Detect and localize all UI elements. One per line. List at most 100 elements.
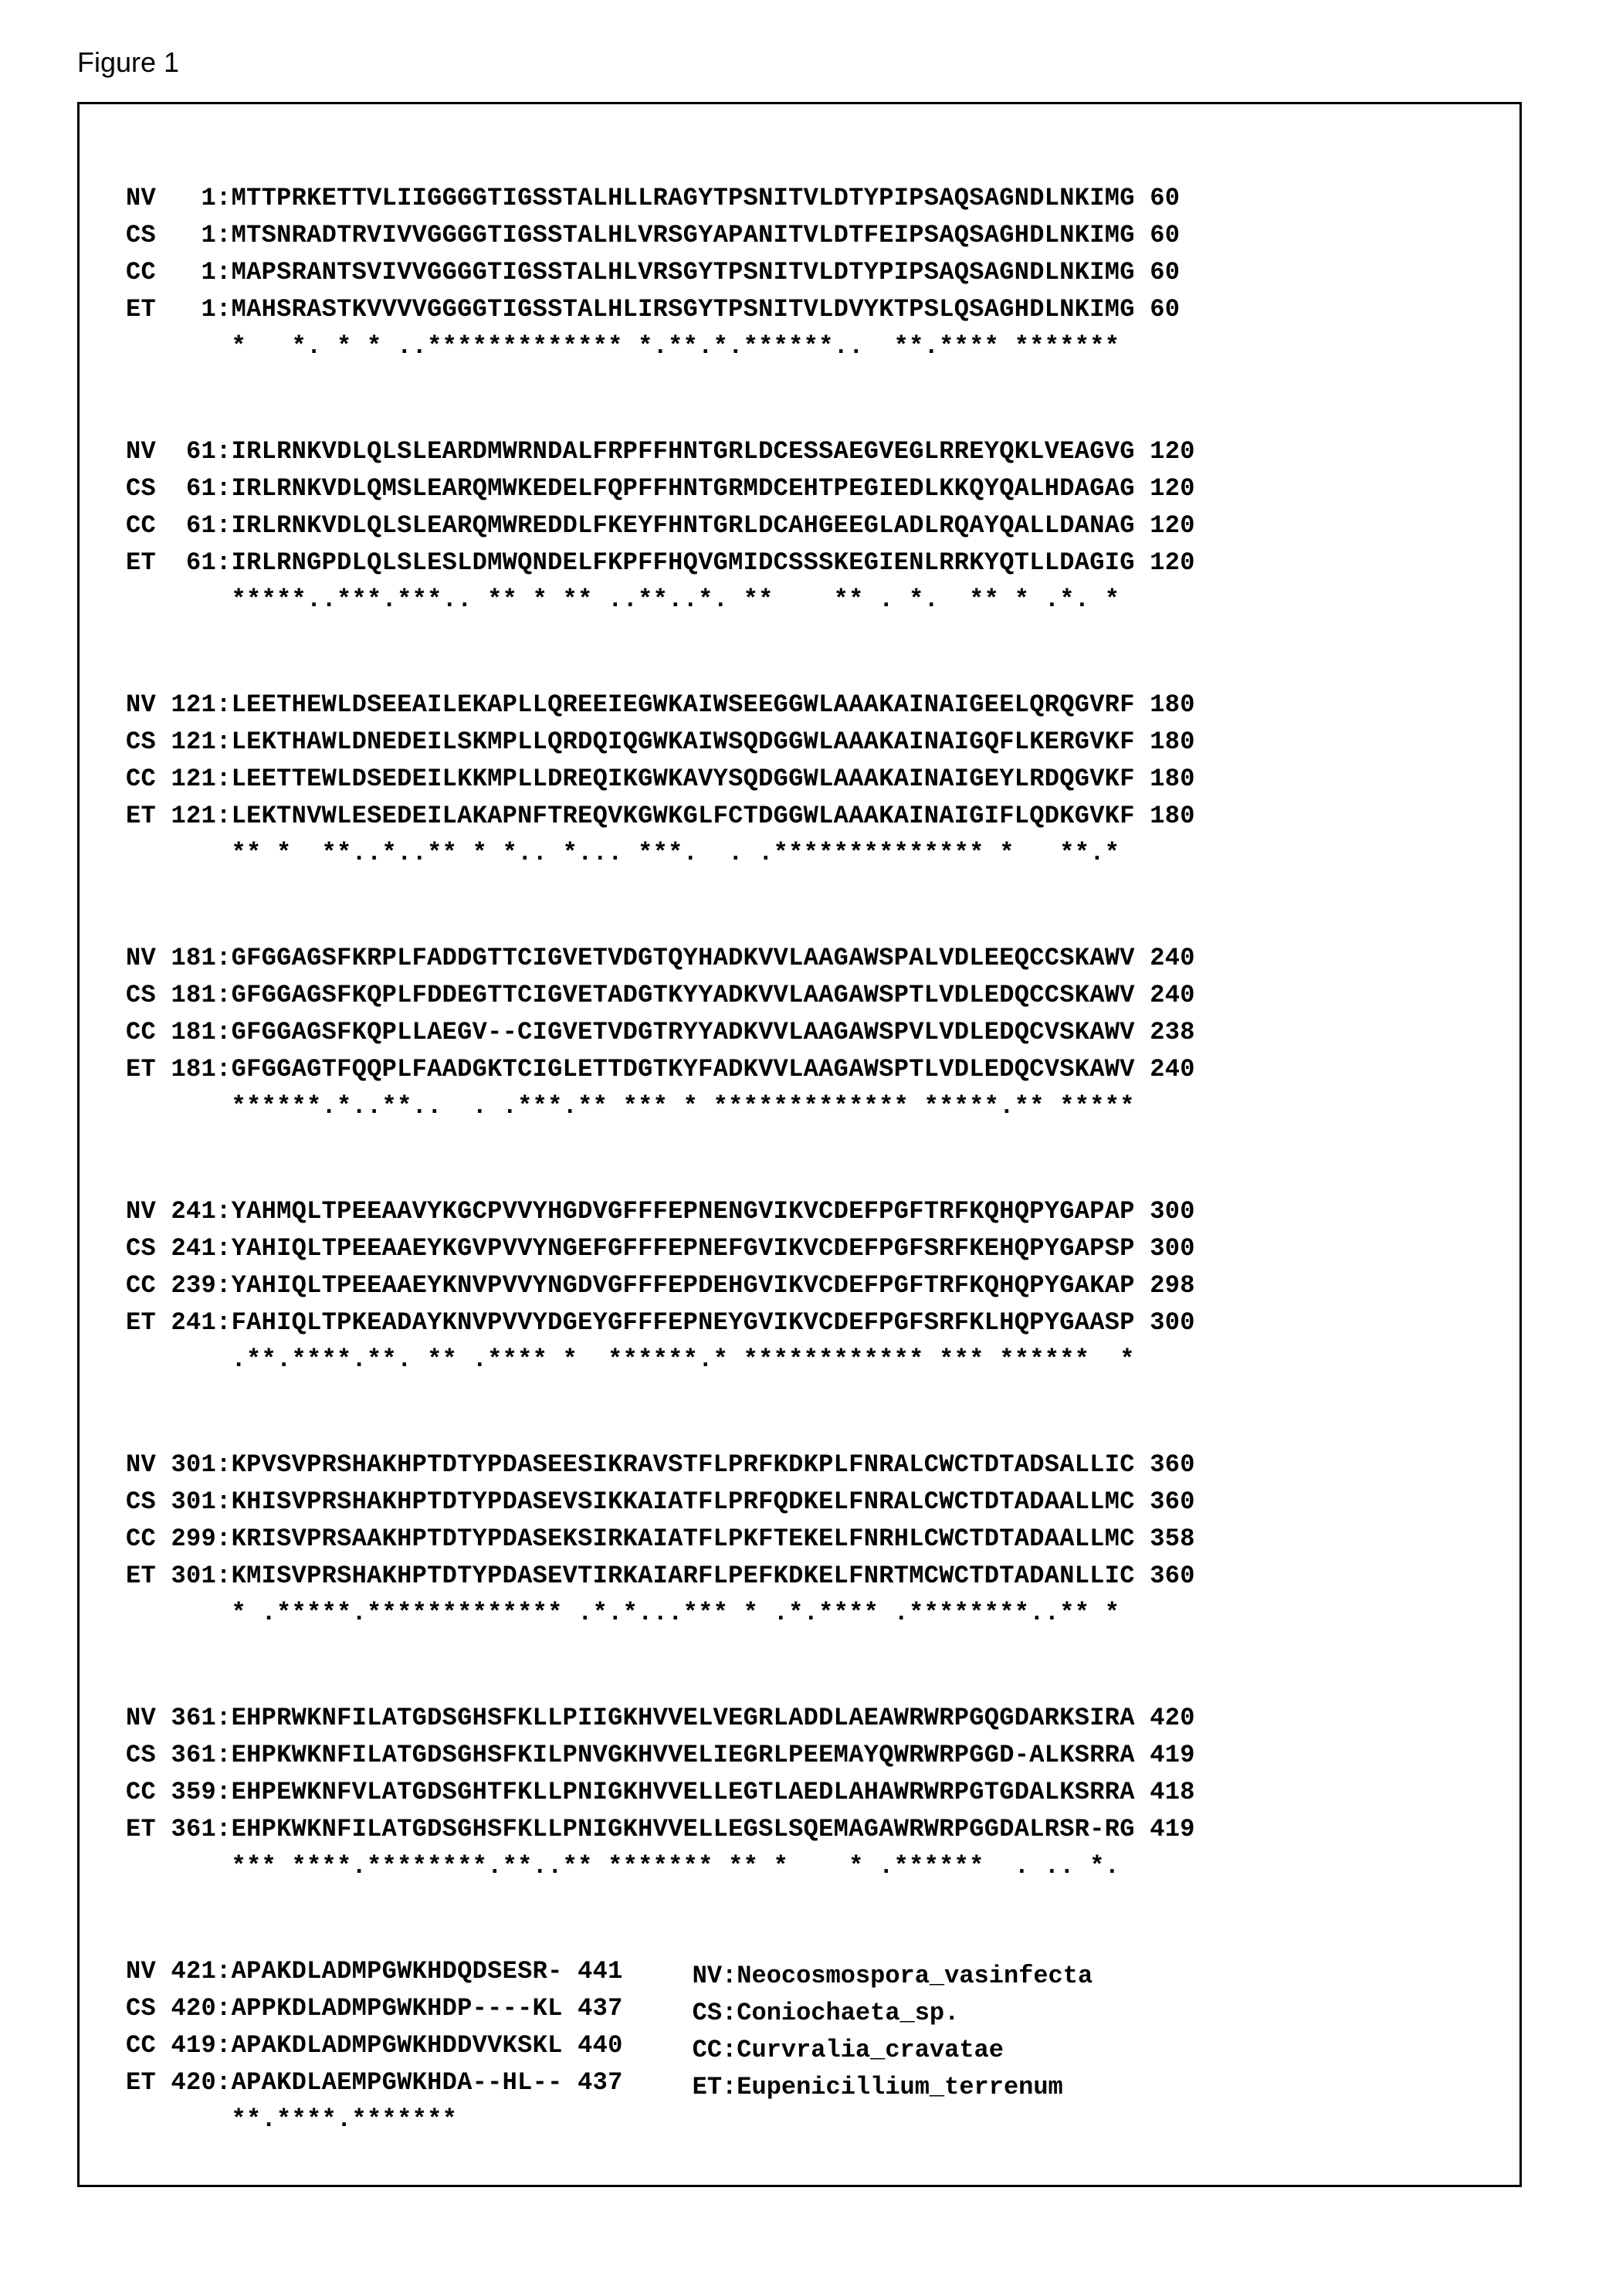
seq-id: CC <box>126 2031 156 2060</box>
legend-row: CC:Curvralia_cravatae <box>693 2036 1004 2064</box>
seq-id: ET <box>126 548 156 577</box>
seq-id: NV <box>126 437 156 466</box>
legend-value: Coniochaeta_sp. <box>737 1999 959 2027</box>
seq-row: NV 121:LEETHEWLDSEEAILEKAPLLQREEIEGWKAIW… <box>126 690 1195 719</box>
seq-id: ET <box>126 1055 156 1084</box>
seq-end: 441 <box>578 1957 623 1986</box>
seq-id: CS <box>126 474 156 503</box>
alignment-block-5: NV 241:YAHMQLTPEEAAVYKGCPVVYHGDVGFFFEPNE… <box>126 1156 1473 1379</box>
consensus: ******.*..**.. . .***.** *** * *********… <box>232 1092 1135 1121</box>
seq-start: 181 <box>171 1055 217 1084</box>
seq: APAKDLADMPGWKHDDVVKSKL <box>232 2031 563 2060</box>
seq-end: 440 <box>578 2031 623 2060</box>
seq-id: NV <box>126 1957 156 1986</box>
seq-id: CC <box>126 1018 156 1046</box>
seq-end: 240 <box>1150 981 1195 1009</box>
seq-start: 241 <box>171 1234 217 1263</box>
seq-row: CS 420:APPKDLADMPGWKHDP----KL 437 <box>126 1994 623 2023</box>
last-block-wrap: NV 421:APAKDLADMPGWKHDQDSESR- 441 CS 420… <box>126 1916 1473 2138</box>
seq-row: ET 121:LEKTNVWLESEDEILAKAPNFTREQVKGWKGLF… <box>126 802 1195 830</box>
page: Figure 1 NV 1:MTTPRKETTVLIIGGGGTIGSSTALH… <box>0 0 1599 2233</box>
seq-row: CS 181:GFGGAGSFKQPLFDDEGTTCIGVETADGTKYYA… <box>126 981 1195 1009</box>
seq-id: CS <box>126 1487 156 1516</box>
seq-row: CS 301:KHISVPRSHAKHPTDTYPDASEVSIKKAIATFL… <box>126 1487 1195 1516</box>
seq: LEETTEWLDSEDEILKKMPLLDREQIKGWKAVYSQDGGWL… <box>232 765 1135 793</box>
seq-start: 361 <box>171 1815 217 1843</box>
consensus-row: *** ****.********.**..** ******* ** * * … <box>126 1852 1120 1881</box>
seq-id: CC <box>126 258 156 287</box>
consensus-row: .**.****.**. ** .**** * ******.* *******… <box>126 1345 1135 1374</box>
seq-start: 420 <box>171 1994 217 2023</box>
legend-row: ET:Eupenicillium_terrenum <box>693 2073 1063 2101</box>
seq-start: 361 <box>171 1741 217 1769</box>
seq-row: CC 419:APAKDLADMPGWKHDDVVKSKL 440 <box>126 2031 623 2060</box>
seq-row: CC 239:YAHIQLTPEEAAEYKNVPVVYNGDVGFFFEPDE… <box>126 1271 1195 1300</box>
seq-start: 421 <box>171 1957 217 1986</box>
seq: IRLRNKVDLQLSLEARQMWREDDLFKEYFHNTGRLDCAHG… <box>232 511 1135 540</box>
seq-start: 241 <box>171 1308 217 1337</box>
seq: LEKTHAWLDNEDEILSKMPLLQRDQIQGWKAIWSQDGGWL… <box>232 727 1135 756</box>
seq-row: CC 61:IRLRNKVDLQLSLEARQMWREDDLFKEYFHNTGR… <box>126 511 1195 540</box>
seq-end: 360 <box>1150 1562 1195 1590</box>
seq-start: 1 <box>202 258 217 287</box>
seq-start: 301 <box>171 1450 217 1479</box>
seq-row: NV 421:APAKDLADMPGWKHDQDSESR- 441 <box>126 1957 623 1986</box>
seq-id: ET <box>126 1308 156 1337</box>
consensus: *** ****.********.**..** ******* ** * * … <box>232 1852 1120 1881</box>
seq-end: 120 <box>1150 511 1195 540</box>
seq-id: NV <box>126 944 156 972</box>
seq-row: ET 61:IRLRNGPDLQLSLESLDMWQNDELFKPFFHQVGM… <box>126 548 1195 577</box>
seq-id: NV <box>126 1450 156 1479</box>
alignment-block-2: NV 61:IRLRNKVDLQLSLEARDMWRNDALFRPFFHNTGR… <box>126 396 1473 619</box>
seq-end: 418 <box>1150 1778 1195 1806</box>
seq-end: 238 <box>1150 1018 1195 1046</box>
seq-end: 240 <box>1150 1055 1195 1084</box>
seq-row: ET 181:GFGGAGTFQQPLFAADGKTCIGLETTDGTKYFA… <box>126 1055 1195 1084</box>
seq: IRLRNKVDLQLSLEARDMWRNDALFRPFFHNTGRLDCESS… <box>232 437 1135 466</box>
seq-end: 180 <box>1150 802 1195 830</box>
seq: EHPKWKNFILATGDSGHSFKILPNVGKHVVELIEGRLPEE… <box>232 1741 1135 1769</box>
seq-row: NV 301:KPVSVPRSHAKHPTDTYPDASEESIKRAVSTFL… <box>126 1450 1195 1479</box>
seq: GFGGAGTFQQPLFAADGKTCIGLETTDGTKYFADKVVLAA… <box>232 1055 1135 1084</box>
seq-start: 359 <box>171 1778 217 1806</box>
consensus: * *. * * ..************* *.**.*.******..… <box>232 332 1120 361</box>
seq-end: 437 <box>578 1994 623 2023</box>
alignment-block-8: NV 421:APAKDLADMPGWKHDQDSESR- 441 CS 420… <box>126 1916 623 2138</box>
seq-row: CS 361:EHPKWKNFILATGDSGHSFKILPNVGKHVVELI… <box>126 1741 1195 1769</box>
seq-end: 120 <box>1150 474 1195 503</box>
seq-end: 60 <box>1150 221 1180 249</box>
seq: APAKDLAEMPGWKHDA--HL-- <box>232 2068 563 2097</box>
seq-end: 300 <box>1150 1308 1195 1337</box>
seq-start: 301 <box>171 1562 217 1590</box>
seq-id: CS <box>126 1994 156 2023</box>
seq-end: 300 <box>1150 1234 1195 1263</box>
seq: GFGGAGSFKQPLLAEGV--CIGVETVDGTRYYADKVVLAA… <box>232 1018 1135 1046</box>
seq-row: ET 241:FAHIQLTPKEADAYKNVPVVYDGEYGFFFEPNE… <box>126 1308 1195 1337</box>
seq-end: 420 <box>1150 1704 1195 1732</box>
seq-row: CS 121:LEKTHAWLDNEDEILSKMPLLQRDQIQGWKAIW… <box>126 727 1195 756</box>
seq: APAKDLADMPGWKHDQDSESR- <box>232 1957 563 1986</box>
seq-end: 240 <box>1150 944 1195 972</box>
consensus-row: ** * **..*..** * *.. *... ***. . .******… <box>126 839 1120 867</box>
seq-row: NV 241:YAHMQLTPEEAAVYKGCPVVYHGDVGFFFEPNE… <box>126 1197 1195 1226</box>
seq: GFGGAGSFKQPLFDDEGTTCIGVETADGTKYYADKVVLAA… <box>232 981 1135 1009</box>
seq-id: CC <box>126 1271 156 1300</box>
seq-start: 1 <box>202 295 217 324</box>
seq-start: 181 <box>171 1018 217 1046</box>
seq-id: ET <box>126 1562 156 1590</box>
seq: MTSNRADTRVIVVGGGGTIGSSTALHLVRSGYAPANITVL… <box>232 221 1135 249</box>
seq: KRISVPRSAAKHPTDTYPDASEKSIRKAIATFLPKFTEKE… <box>232 1524 1135 1553</box>
seq-row: NV 361:EHPRWKNFILATGDSGHSFKLLPIIGKHVVELV… <box>126 1704 1195 1732</box>
alignment-block-4: NV 181:GFGGAGSFKRPLFADDGTTCIGVETVDGTQYHA… <box>126 903 1473 1125</box>
seq-id: NV <box>126 1704 156 1732</box>
seq-start: 1 <box>202 184 217 212</box>
alignment-box: NV 1:MTTPRKETTVLIIGGGGTIGSSTALHLLRAGYTPS… <box>77 102 1522 2187</box>
consensus: **.****.******* <box>232 2105 458 2134</box>
seq-id: CC <box>126 765 156 793</box>
seq-end: 298 <box>1150 1271 1195 1300</box>
seq-row: ET 361:EHPKWKNFILATGDSGHSFKLLPNIGKHVVELL… <box>126 1815 1195 1843</box>
seq-start: 239 <box>171 1271 217 1300</box>
seq-end: 120 <box>1150 548 1195 577</box>
seq-end: 419 <box>1150 1741 1195 1769</box>
seq-start: 1 <box>202 221 217 249</box>
